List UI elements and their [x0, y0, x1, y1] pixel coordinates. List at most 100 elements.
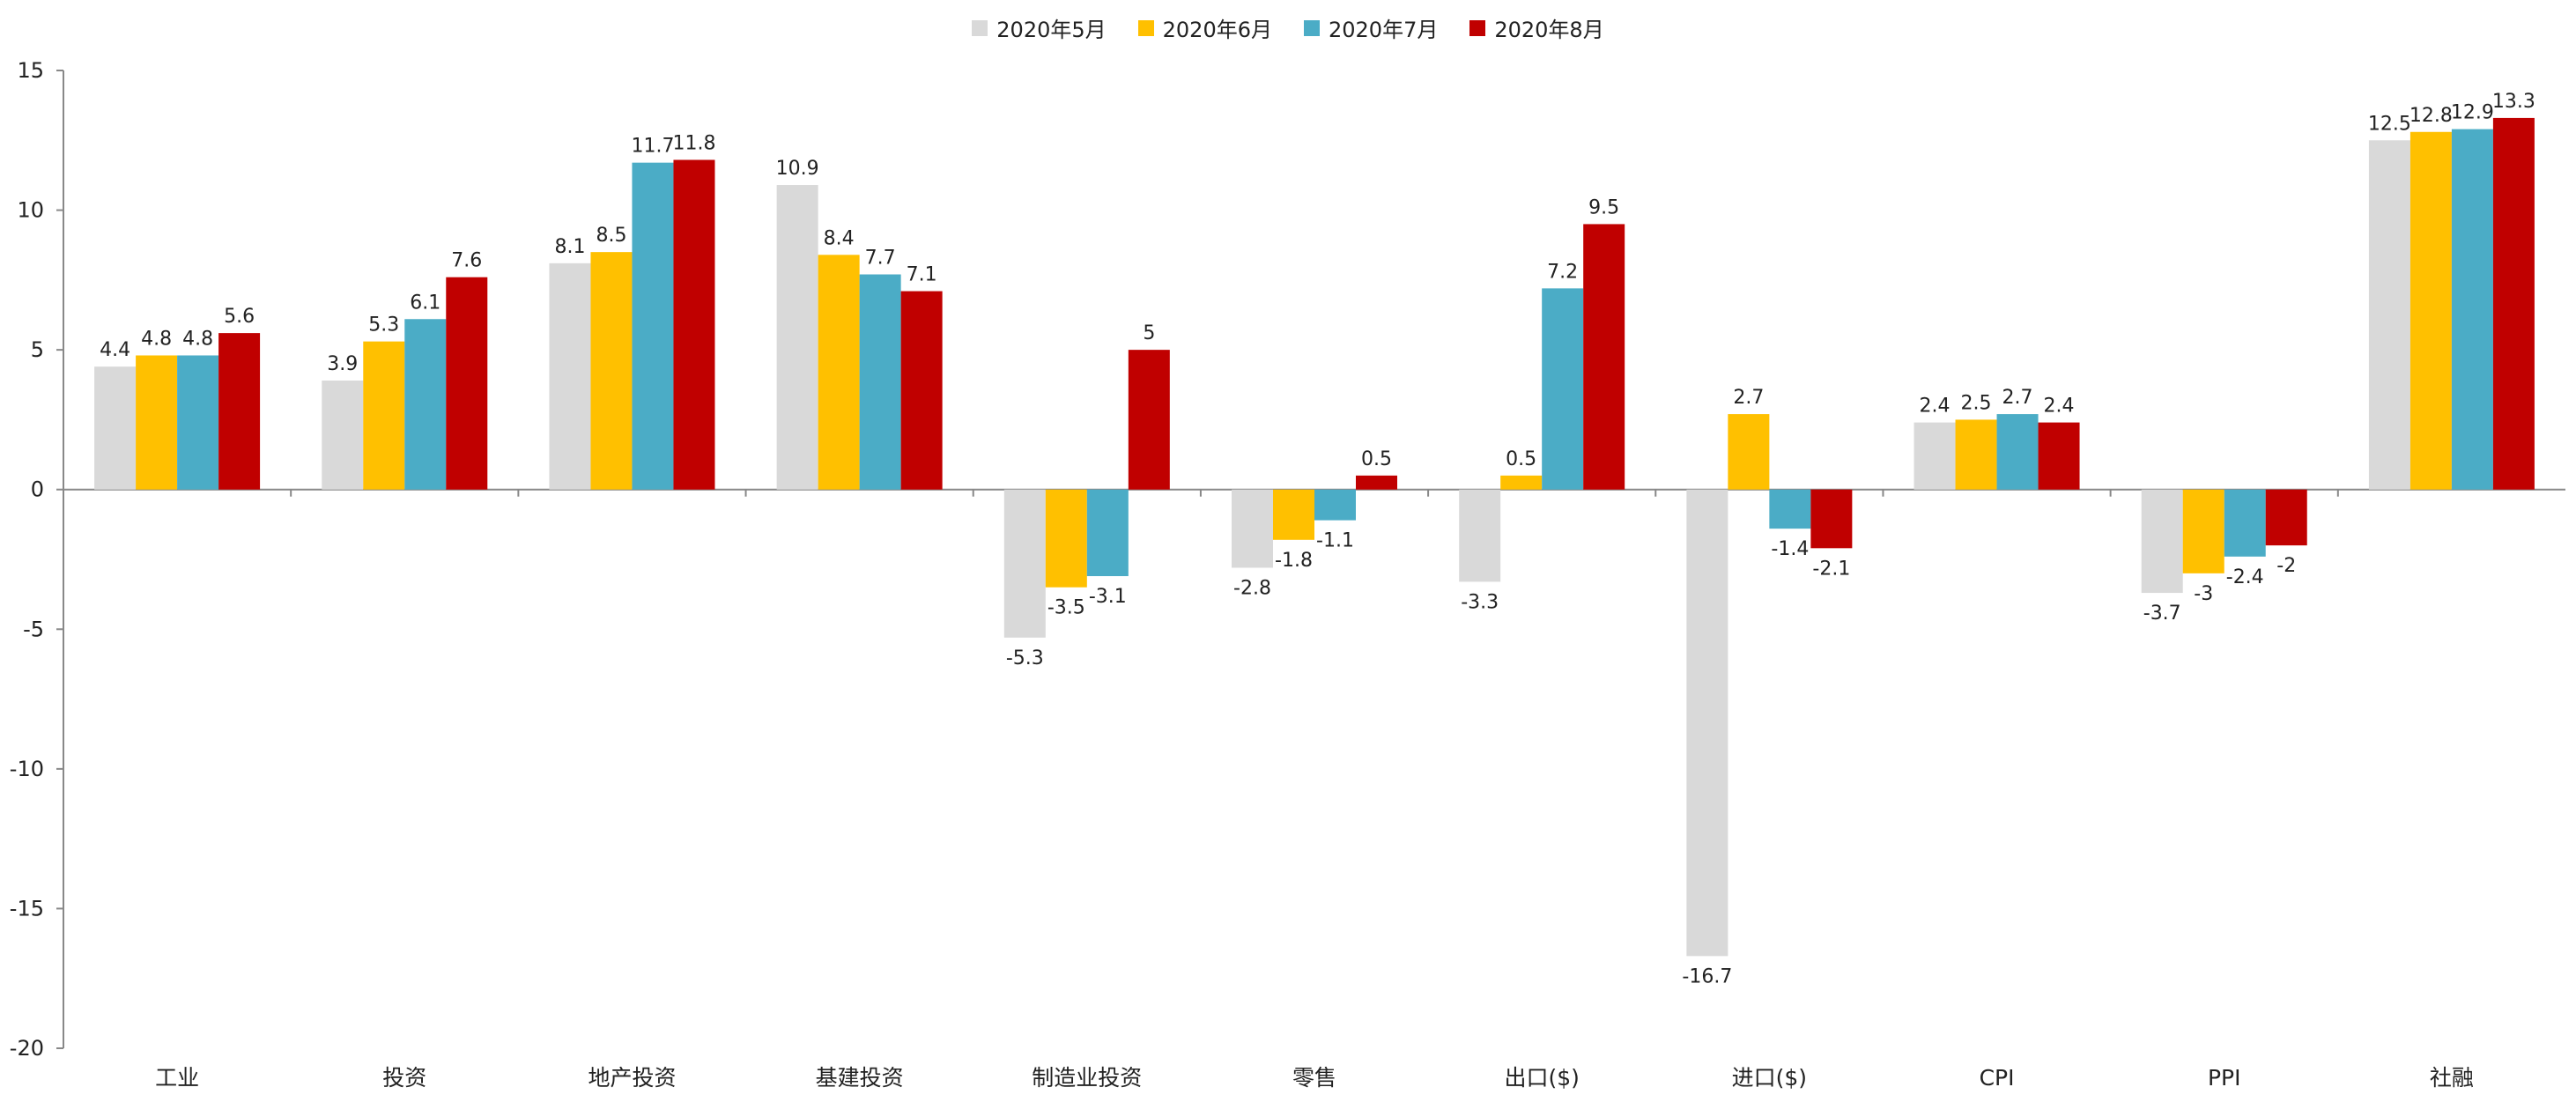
- legend-item: 2020年5月: [972, 12, 1107, 43]
- data-label: 13.3: [2492, 91, 2535, 113]
- x-category-label: 出口($): [1504, 1065, 1579, 1091]
- bar: [1356, 475, 1397, 490]
- x-category-label: 零售: [1292, 1065, 1336, 1091]
- data-label: 11.8: [672, 132, 715, 154]
- data-label: -2.4: [2226, 566, 2264, 588]
- x-category-label: 投资: [382, 1065, 426, 1091]
- x-category-label: 工业: [155, 1065, 199, 1091]
- bar: [1232, 489, 1273, 568]
- bar: [2141, 489, 2183, 594]
- data-label: 4.8: [141, 328, 172, 350]
- bar: [2265, 489, 2307, 546]
- data-label: 7.7: [865, 248, 896, 270]
- bar: [363, 341, 405, 490]
- bar: [1810, 489, 1853, 549]
- bar: [1769, 489, 1811, 529]
- bars-group: [94, 117, 2535, 957]
- bar: [1583, 224, 1625, 490]
- bar: [590, 252, 633, 490]
- bar: [322, 381, 364, 490]
- legend-item: 2020年7月: [1304, 12, 1438, 43]
- y-tick-label: 0: [31, 477, 44, 502]
- bar: [632, 162, 674, 490]
- legend-swatch: [1469, 19, 1486, 36]
- bar: [1996, 414, 2039, 490]
- bar: [1086, 489, 1129, 577]
- data-label: 12.8: [2409, 105, 2453, 127]
- x-category-label: CPI: [1980, 1065, 2015, 1091]
- bar: [136, 355, 178, 490]
- data-label: -3.7: [2143, 603, 2181, 625]
- data-label: 8.4: [824, 227, 855, 249]
- legend-label: 2020年5月: [996, 18, 1107, 42]
- data-label: -3.5: [1047, 597, 1085, 619]
- bar: [549, 263, 591, 490]
- bar: [177, 355, 219, 490]
- data-label: -3.3: [1461, 591, 1499, 613]
- bar: [2224, 489, 2266, 557]
- data-label: 4.8: [182, 328, 213, 350]
- data-label: 10.9: [776, 158, 819, 180]
- x-category-label: PPI: [2208, 1065, 2241, 1091]
- data-label: 2.5: [1961, 392, 1992, 414]
- data-label: 5: [1143, 322, 1155, 344]
- x-category-label: 基建投资: [816, 1065, 904, 1091]
- bar: [1500, 475, 1543, 490]
- data-label: -1.8: [1275, 550, 1313, 572]
- data-label: 4.4: [100, 339, 130, 361]
- bar: [94, 366, 137, 490]
- data-label: 11.7: [631, 136, 674, 158]
- data-label: 2.4: [1920, 396, 1951, 418]
- bar: [2492, 117, 2535, 490]
- data-label: 7.1: [907, 264, 937, 286]
- x-category-label: 制造业投资: [1032, 1065, 1142, 1091]
- data-label: -3: [2194, 583, 2213, 605]
- bar: [673, 159, 715, 490]
- data-label: -2.8: [1233, 578, 1271, 600]
- bar: [1542, 288, 1584, 490]
- axes: 15 10 5 0 -5 -10 -15 -20 工业 投资 地产投资 基建投资 制造业投资 零售 出口($…: [10, 58, 2565, 1091]
- y-tick-label: 15: [17, 58, 44, 83]
- data-label: 9.5: [1588, 196, 1619, 218]
- bar: [218, 333, 261, 490]
- y-tick-label: -15: [10, 896, 44, 921]
- data-label: 7.6: [451, 250, 482, 272]
- y-tick-label: -5: [23, 617, 44, 641]
- legend-item: 2020年8月: [1469, 12, 1604, 43]
- data-label: -2: [2276, 555, 2296, 577]
- data-label: 3.9: [327, 353, 358, 375]
- x-category-label: 进口($): [1732, 1065, 1807, 1091]
- legend-label: 2020年8月: [1494, 18, 1604, 42]
- bar: [1686, 489, 1728, 957]
- bar: [2368, 140, 2410, 490]
- bar: [1273, 489, 1314, 540]
- chart-legend: 2020年5月 2020年6月 2020年7月 2020年8月: [0, 12, 2576, 43]
- x-category-label: 社融: [2430, 1065, 2474, 1091]
- bar: [2451, 129, 2493, 490]
- data-label: -1.4: [1771, 538, 1809, 560]
- data-label: 5.6: [224, 306, 255, 328]
- y-tick-label: -20: [10, 1036, 44, 1061]
- bar: [1728, 414, 1770, 490]
- data-label: 2.7: [1733, 387, 1764, 409]
- bar: [2182, 489, 2224, 573]
- data-label: -16.7: [1682, 965, 1732, 987]
- data-label: 12.9: [2451, 102, 2494, 124]
- data-label: 12.5: [2368, 113, 2411, 135]
- data-label: -2.1: [1812, 558, 1850, 580]
- data-label: -3.1: [1089, 586, 1127, 608]
- legend-swatch: [1304, 19, 1320, 36]
- bar: [818, 255, 860, 490]
- data-label: 7.2: [1547, 261, 1578, 283]
- legend-label: 2020年6月: [1162, 18, 1272, 42]
- data-label: 0.5: [1361, 448, 1392, 470]
- legend-item: 2020年6月: [1137, 12, 1272, 43]
- data-label: 8.1: [554, 236, 585, 258]
- bar: [859, 274, 901, 490]
- bar: [1314, 489, 1356, 521]
- y-tick-label: -10: [10, 757, 44, 781]
- bar: [404, 319, 447, 490]
- data-label: -5.3: [1006, 647, 1044, 669]
- legend-swatch: [972, 19, 988, 36]
- x-category-label: 地产投资: [588, 1065, 676, 1091]
